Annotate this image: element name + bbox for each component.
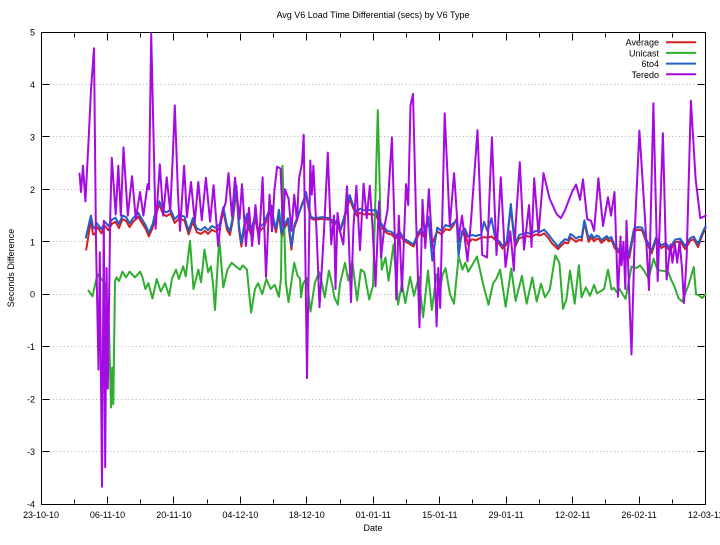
svg-text:29-01-11: 29-01-11: [489, 510, 524, 520]
svg-text:Seconds Difference: Seconds Difference: [6, 229, 16, 307]
svg-text:Avg V6 Load Time Differential: Avg V6 Load Time Differential (secs) by …: [276, 10, 469, 20]
svg-text:3: 3: [30, 132, 35, 142]
svg-text:-3: -3: [27, 447, 35, 457]
svg-text:12-03-11: 12-03-11: [688, 510, 720, 520]
svg-text:23-10-10: 23-10-10: [23, 510, 59, 520]
svg-text:1: 1: [30, 237, 35, 247]
svg-text:6to4: 6to4: [641, 59, 659, 69]
svg-text:Date: Date: [363, 523, 382, 533]
svg-text:04-12-10: 04-12-10: [222, 510, 258, 520]
svg-text:-1: -1: [27, 342, 35, 352]
svg-text:Teredo: Teredo: [631, 70, 659, 80]
svg-text:2: 2: [30, 185, 35, 195]
svg-text:5: 5: [30, 28, 35, 38]
svg-text:06-11-10: 06-11-10: [90, 510, 125, 520]
svg-text:18-12-10: 18-12-10: [289, 510, 325, 520]
svg-text:-2: -2: [27, 395, 35, 405]
svg-text:Average: Average: [626, 38, 659, 48]
svg-text:15-01-11: 15-01-11: [422, 510, 457, 520]
svg-text:12-02-11: 12-02-11: [555, 510, 590, 520]
svg-text:26-02-11: 26-02-11: [621, 510, 656, 520]
svg-text:Unicast: Unicast: [629, 48, 660, 58]
svg-text:0: 0: [30, 290, 35, 300]
svg-text:20-11-10: 20-11-10: [156, 510, 191, 520]
svg-text:01-01-11: 01-01-11: [356, 510, 391, 520]
svg-text:-4: -4: [27, 500, 35, 510]
svg-text:4: 4: [30, 80, 35, 90]
